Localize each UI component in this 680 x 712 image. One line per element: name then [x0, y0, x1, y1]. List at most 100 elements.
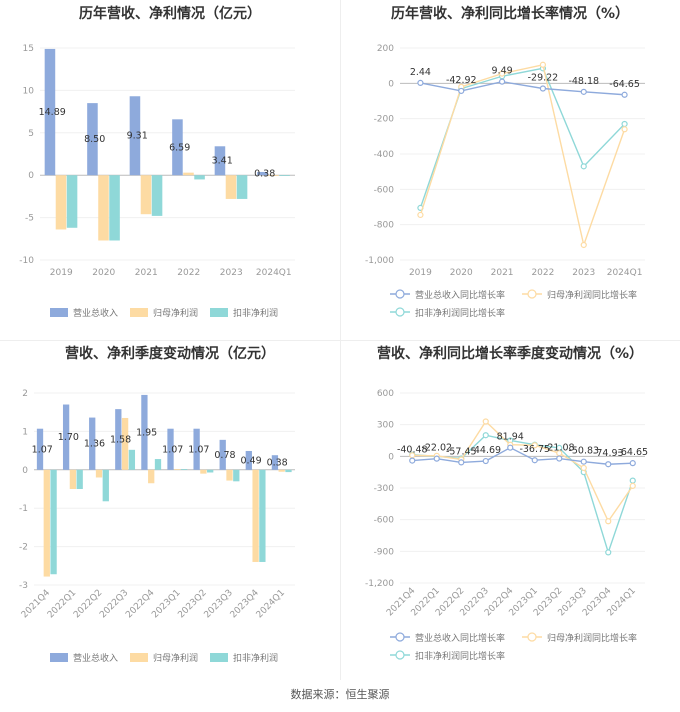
line-point [580, 163, 587, 170]
y-tick-label: -800 [374, 221, 395, 231]
legend-marker [527, 289, 537, 299]
x-tick-label: 2021 [491, 268, 514, 278]
bar-deducted-profit [285, 469, 292, 473]
line-point [621, 126, 628, 133]
bar-deducted-profit [259, 469, 266, 562]
line-revenue-growth [420, 80, 625, 96]
data-label: 14.89 [39, 107, 66, 118]
legend-marker [395, 650, 405, 660]
line-point [482, 418, 489, 425]
legend-marker [527, 632, 537, 642]
data-label: 2.44 [410, 67, 431, 78]
legend-marker [395, 307, 405, 317]
data-label: 6.59 [169, 142, 190, 153]
quarterly-amount-chart: 营收、净利季度变动情况（亿元） 2 1 0 -1 -2 -3 2021Q4 2022Q1 2022… [0, 340, 340, 680]
bar-revenue [193, 428, 200, 470]
bar-net-profit [55, 175, 67, 230]
data-label: 1.07 [32, 444, 53, 455]
chart-title: 营收、净利同比增长率季度变动情况（%） [377, 345, 643, 362]
x-tick-label: 2019 [50, 268, 73, 278]
data-label: 1.58 [110, 434, 131, 445]
data-label: 0.78 [214, 450, 235, 461]
y-tick-label: -300 [374, 484, 395, 494]
line-point [621, 120, 628, 128]
legend-marker [395, 632, 405, 642]
y-tick-label: -3 [19, 581, 28, 591]
legend-label: 营业总收入 [73, 307, 118, 319]
legend-label: 归母净利润同比增长率 [547, 632, 637, 644]
data-label: -36.75 [519, 444, 550, 455]
x-tick-label: 2021 [135, 268, 158, 278]
bar-revenue [62, 404, 70, 470]
line-point [580, 88, 587, 95]
y-tick-label: 10 [23, 86, 35, 96]
line-point [605, 549, 612, 556]
legend-label: 营业总收入 [73, 652, 118, 664]
line-point [498, 70, 506, 77]
annual-amount-chart: 历年营收、净利情况（亿元） 15 10 5 0 -5 -10 2019 2020 2021 2022… [0, 0, 340, 340]
annual-growth-chart: 历年营收、净利同比增长率情况（%） 200 0 -200 -400 -600 -800 -1,… [340, 0, 680, 340]
chart-title: 历年营收、净利情况（亿元） [79, 5, 261, 22]
line-point [580, 241, 587, 249]
line-point [605, 518, 612, 525]
data-label: -44.69 [470, 445, 501, 456]
x-tick-label: 2022 [531, 268, 554, 278]
bar-net-profit [148, 469, 155, 484]
data-label: 1.70 [58, 432, 79, 443]
line-net-profit-growth [412, 420, 634, 523]
bar-net-profit [43, 469, 50, 577]
chart-title: 营收、净利季度变动情况（亿元） [65, 345, 275, 362]
bar-net-profit [95, 469, 103, 478]
bar-net-profit [225, 175, 237, 199]
x-tick-label: 2020 [92, 268, 115, 278]
data-label: 8.50 [84, 134, 105, 145]
line-net-profit-growth [419, 63, 626, 248]
bar-revenue [89, 417, 96, 470]
x-tick-label: 2019 [409, 268, 432, 278]
y-tick-label: -1 [19, 504, 28, 514]
data-label: -74.93 [593, 448, 624, 459]
bar-deducted-profit [66, 175, 78, 228]
bar-revenue [245, 450, 252, 470]
y-tick-label: 600 [377, 389, 394, 399]
bar-net-profit [183, 172, 194, 176]
line-point [621, 91, 628, 98]
bar-deducted-profit [233, 469, 240, 482]
data-label: 9.31 [127, 131, 148, 142]
legend-label: 扣非净利润 [233, 652, 278, 664]
line-point [507, 444, 514, 451]
line-point [417, 211, 424, 219]
bar-net-profit [226, 469, 233, 481]
legend-label: 扣非净利润同比增长率 [415, 307, 505, 319]
bar-revenue [87, 103, 98, 176]
y-tick-label: -5 [25, 214, 34, 224]
y-tick-label: 5 [28, 129, 34, 139]
bar-net-profit [268, 175, 279, 176]
legend-label: 营业总收入同比增长率 [415, 632, 505, 644]
bar-revenue [115, 409, 122, 470]
line-point [531, 442, 538, 449]
bar-net-profit [98, 175, 109, 241]
data-label: 1.07 [162, 444, 183, 455]
y-tick-label: -200 [374, 115, 395, 125]
legend-label: 扣非净利润 [233, 307, 278, 319]
y-tick-label: -10 [19, 256, 34, 266]
legend-swatch [210, 308, 228, 317]
legend-swatch [50, 308, 68, 317]
legend-label: 扣非净利润同比增长率 [415, 650, 505, 662]
bar-net-profit [252, 469, 259, 562]
y-tick-label: 0 [28, 171, 34, 181]
line-point [539, 61, 547, 68]
data-label: -42.92 [446, 75, 477, 86]
data-label: 0.38 [267, 458, 288, 469]
line-point [531, 457, 538, 464]
data-label: -48.18 [568, 76, 599, 87]
y-tick-label: 0 [388, 79, 394, 89]
y-tick-label: 15 [23, 44, 34, 54]
bar-deducted-profit [102, 469, 109, 502]
line-point [629, 482, 636, 489]
data-label: 1.36 [84, 439, 105, 450]
x-tick-label: 2023 [572, 268, 595, 278]
data-label: 1.07 [188, 444, 209, 455]
bar-revenue [44, 48, 56, 176]
